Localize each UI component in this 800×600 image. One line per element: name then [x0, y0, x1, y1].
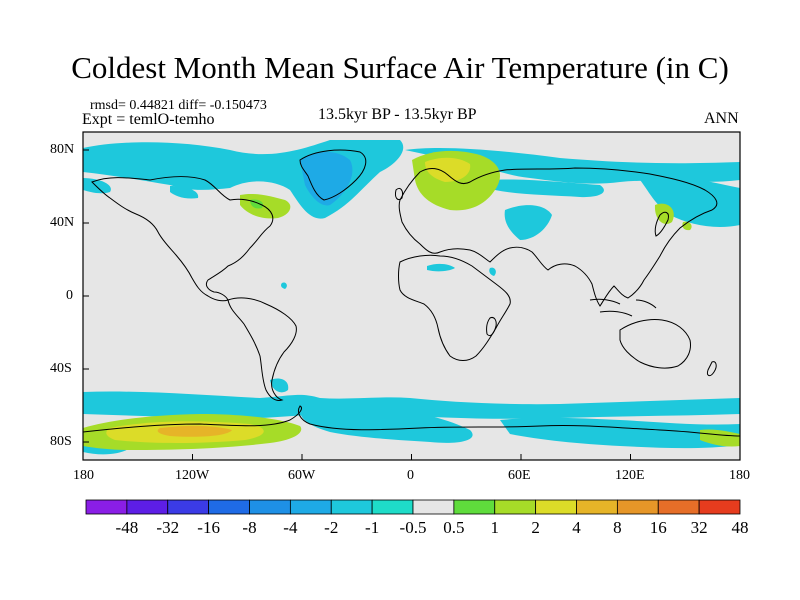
colorbar-label: 4: [572, 518, 581, 537]
lon-tick-180e: 180: [729, 468, 750, 483]
colorbar-label: -32: [156, 518, 180, 537]
lat-tick-80n: 80N: [50, 142, 75, 157]
colorbar-swatch: [453, 499, 496, 515]
eurasia-coast: [398, 167, 718, 307]
colorbar-swatch: [126, 499, 169, 515]
sahara-cyan: [427, 263, 455, 272]
colorbar-swatch: [412, 499, 455, 515]
scandinavia-yellow: [425, 157, 471, 182]
colorbar-swatch: [494, 499, 537, 515]
colorbar-label: 0.5: [443, 518, 465, 537]
colorbar-label: 8: [613, 518, 622, 537]
tick-marks: [82, 149, 741, 460]
canada-cyan: [170, 186, 199, 199]
colorbar-swatch: [576, 499, 618, 515]
colorbar-swatch: [535, 499, 577, 515]
colorbar-label: 16: [649, 518, 667, 537]
colorbar-swatch: [249, 499, 291, 515]
indonesia-coast: [589, 298, 657, 317]
lon-tick-0: 0: [407, 468, 414, 483]
colorbar-label: -16: [197, 518, 220, 537]
alaska-cyan: [83, 178, 111, 194]
central-asia-cyan: [504, 205, 552, 240]
colorbar-label: -2: [324, 518, 339, 537]
colorbar-label: -4: [283, 518, 298, 537]
colorbar-label: 32: [690, 518, 708, 537]
colorbar: [85, 499, 741, 515]
colorbar-label: -0.5: [399, 518, 427, 537]
pacific-green-dot: [682, 221, 692, 231]
madagascar-coast: [486, 317, 497, 337]
weddell-cyan-field: [300, 404, 473, 443]
africa-coast: [398, 254, 511, 361]
australia-coast: [619, 319, 691, 369]
lon-tick-120w: 120W: [175, 468, 210, 483]
southern-ocean-band: [83, 391, 740, 419]
colorbar-label: -1: [365, 518, 380, 537]
lat-tick-0: 0: [66, 288, 73, 303]
lon-tick-180w: 180: [73, 468, 94, 483]
colorbar-swatch: [289, 499, 332, 515]
eurasia-cyan-band: [490, 179, 604, 198]
colorbar-label: 48: [731, 518, 749, 537]
greenland-blue-field: [300, 151, 353, 206]
japan-green: [654, 203, 674, 225]
colorbar-swatch: [657, 499, 700, 515]
colorbar-label: -48: [115, 518, 139, 537]
antarctica-coast: [83, 405, 740, 437]
period-label: 13.5kyr BP - 13.5kyr BP: [318, 106, 477, 123]
colorbar-swatch: [698, 499, 741, 515]
lat-tick-80s: 80S: [50, 434, 72, 449]
season-label: ANN: [704, 110, 739, 127]
colorbar-label: -8: [242, 518, 257, 537]
north-america-coast: [91, 176, 274, 302]
experiment-label: Expt = temlO-temho: [82, 111, 215, 128]
patagonia-cyan: [270, 378, 289, 393]
tropic-cyan-dot: [281, 282, 287, 289]
new-zealand-coast: [707, 361, 717, 377]
pacific-cyan-field: [640, 170, 740, 227]
lon-tick-60w: 60W: [288, 468, 316, 483]
lon-tick-120e: 120E: [615, 468, 645, 483]
lat-tick-40n: 40N: [50, 215, 75, 230]
colorbar-swatch: [167, 499, 210, 515]
arabia-cyan: [489, 267, 496, 276]
coastlines: [83, 149, 740, 437]
lat-tick-40s: 40S: [50, 361, 72, 376]
colorbar-label: 2: [531, 518, 540, 537]
colorbar-label: 1: [490, 518, 500, 537]
temperature-anomaly-fields: [83, 140, 740, 455]
uk-coast: [395, 187, 403, 201]
greenland-coast: [299, 149, 367, 201]
stats-text: rmsd= 0.44821 diff= -0.150473: [90, 98, 267, 113]
colorbar-swatch: [616, 499, 659, 515]
colorbar-swatch: [85, 499, 128, 515]
colorbar-swatch: [208, 499, 250, 515]
colorbar-swatch: [371, 499, 414, 515]
japan-coast: [654, 211, 669, 237]
lon-tick-60e: 60E: [508, 468, 531, 483]
west-antarctic-orange: [157, 425, 232, 437]
south-america-coast: [227, 297, 297, 401]
colorbar-swatch: [330, 499, 373, 515]
plot-title: Coldest Month Mean Surface Air Temperatu…: [71, 50, 729, 85]
